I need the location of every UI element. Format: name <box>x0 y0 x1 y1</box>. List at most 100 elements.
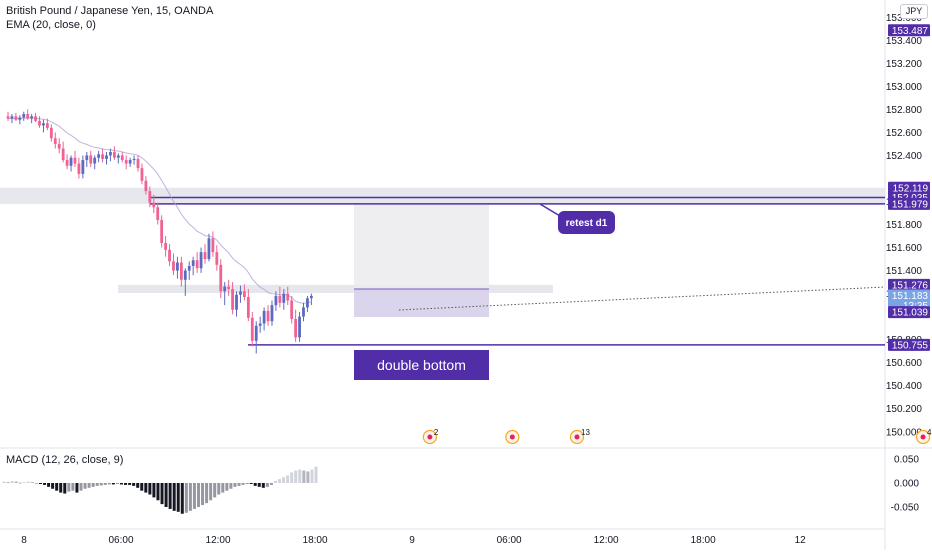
candle-body <box>46 123 49 128</box>
candle-body <box>128 160 132 164</box>
macd-bar <box>30 482 34 484</box>
time-tick-label: 18:00 <box>303 535 328 546</box>
candle-body <box>298 316 301 338</box>
candle-body <box>152 202 156 208</box>
macd-bar <box>128 483 132 485</box>
macd-bar <box>176 483 180 512</box>
macd-bar <box>237 483 241 486</box>
macd-bar <box>188 483 192 511</box>
candle-body <box>89 155 93 164</box>
macd-bar <box>148 483 152 495</box>
currency-button[interactable]: JPY <box>900 4 928 19</box>
candle-body <box>132 158 136 161</box>
macd-bar <box>18 482 22 484</box>
price-tick-label: 150.200 <box>886 404 923 415</box>
candle-body <box>176 262 179 271</box>
candle-body <box>69 157 73 166</box>
candle-body <box>97 154 101 158</box>
candle-body <box>109 151 112 156</box>
macd-bar <box>75 483 79 493</box>
macd-bar <box>205 483 209 504</box>
candle-body <box>10 116 14 119</box>
price-tag: 151.979 <box>892 199 929 210</box>
macd-bar <box>87 483 91 488</box>
macd-tick-label: 0.050 <box>894 455 919 466</box>
candle-body <box>183 270 187 280</box>
price-tag: 150.755 <box>892 340 929 351</box>
price-tick-label: 151.400 <box>886 266 923 277</box>
candle-body <box>73 157 77 164</box>
macd-bar <box>91 483 95 487</box>
candle-body <box>140 168 144 181</box>
macd-bar <box>63 483 67 494</box>
macd-bar <box>168 483 172 509</box>
candle-body <box>144 180 148 192</box>
candle-body <box>77 163 81 174</box>
candle-body <box>199 252 203 269</box>
macd-bar <box>273 481 277 483</box>
macd-bar <box>156 483 160 501</box>
macd-bar <box>115 483 119 484</box>
macd-bar <box>26 481 30 483</box>
price-tag: 153.487 <box>892 26 929 37</box>
candle-body <box>294 318 298 338</box>
macd-bar <box>10 481 14 483</box>
candle-body <box>61 148 65 161</box>
time-tick-label: 9 <box>409 535 415 546</box>
candle-body <box>254 325 258 341</box>
candle-body <box>302 307 305 317</box>
price-tag: 151.183 <box>892 291 929 302</box>
time-tick-label: 12:00 <box>206 535 231 546</box>
candle-body <box>14 116 18 120</box>
price-tag: 151.276 <box>892 280 929 291</box>
candle-body <box>278 295 282 303</box>
macd-bar <box>99 483 103 486</box>
time-tick-label: 18:00 <box>691 535 716 546</box>
candle-body <box>53 138 57 144</box>
price-tick-label: 152.800 <box>886 105 923 116</box>
macd-bar <box>79 483 83 491</box>
candle-body <box>85 155 89 161</box>
price-tick-label: 151.800 <box>886 220 923 231</box>
candle-body <box>239 291 242 295</box>
price-tag-bg <box>888 306 930 319</box>
macd-bar <box>111 483 115 485</box>
macd-bar <box>2 481 6 483</box>
candle-body <box>120 155 124 161</box>
candle-body <box>215 252 219 265</box>
candle-body <box>57 143 61 149</box>
candle-body <box>219 264 223 292</box>
resistance-zone <box>0 187 885 204</box>
candle-body <box>207 238 211 260</box>
candle-body <box>22 114 26 118</box>
price-tag-bg <box>888 278 930 291</box>
candle-body <box>6 116 10 119</box>
macd-bar <box>298 469 302 483</box>
position-profit-area <box>354 204 489 288</box>
macd-bar <box>201 483 205 506</box>
candle-body <box>168 249 171 262</box>
candle-body <box>172 261 175 271</box>
macd-bar <box>221 483 225 493</box>
macd-bar <box>144 483 148 493</box>
candle-body <box>250 317 254 341</box>
event-marker-dot <box>920 434 926 440</box>
price-tick-label: 153.000 <box>886 82 923 93</box>
macd-bar <box>229 483 233 489</box>
price-tick-label: 152.400 <box>886 151 923 162</box>
candle-body <box>211 238 215 253</box>
candle-body <box>49 127 53 139</box>
candle-body <box>258 323 262 326</box>
macd-bar <box>241 483 245 485</box>
macd-bar <box>253 483 257 486</box>
candle-body <box>81 160 85 174</box>
ema-legend: EMA (20, close, 0) <box>6 19 96 31</box>
event-marker-dot <box>509 434 515 440</box>
macd-bar <box>83 483 87 489</box>
candle-body <box>42 123 45 126</box>
price-tick-label: 152.600 <box>886 128 923 139</box>
retest-d1-pointer <box>539 203 561 217</box>
candle-body <box>160 219 164 243</box>
event-marker-dot <box>427 434 433 440</box>
